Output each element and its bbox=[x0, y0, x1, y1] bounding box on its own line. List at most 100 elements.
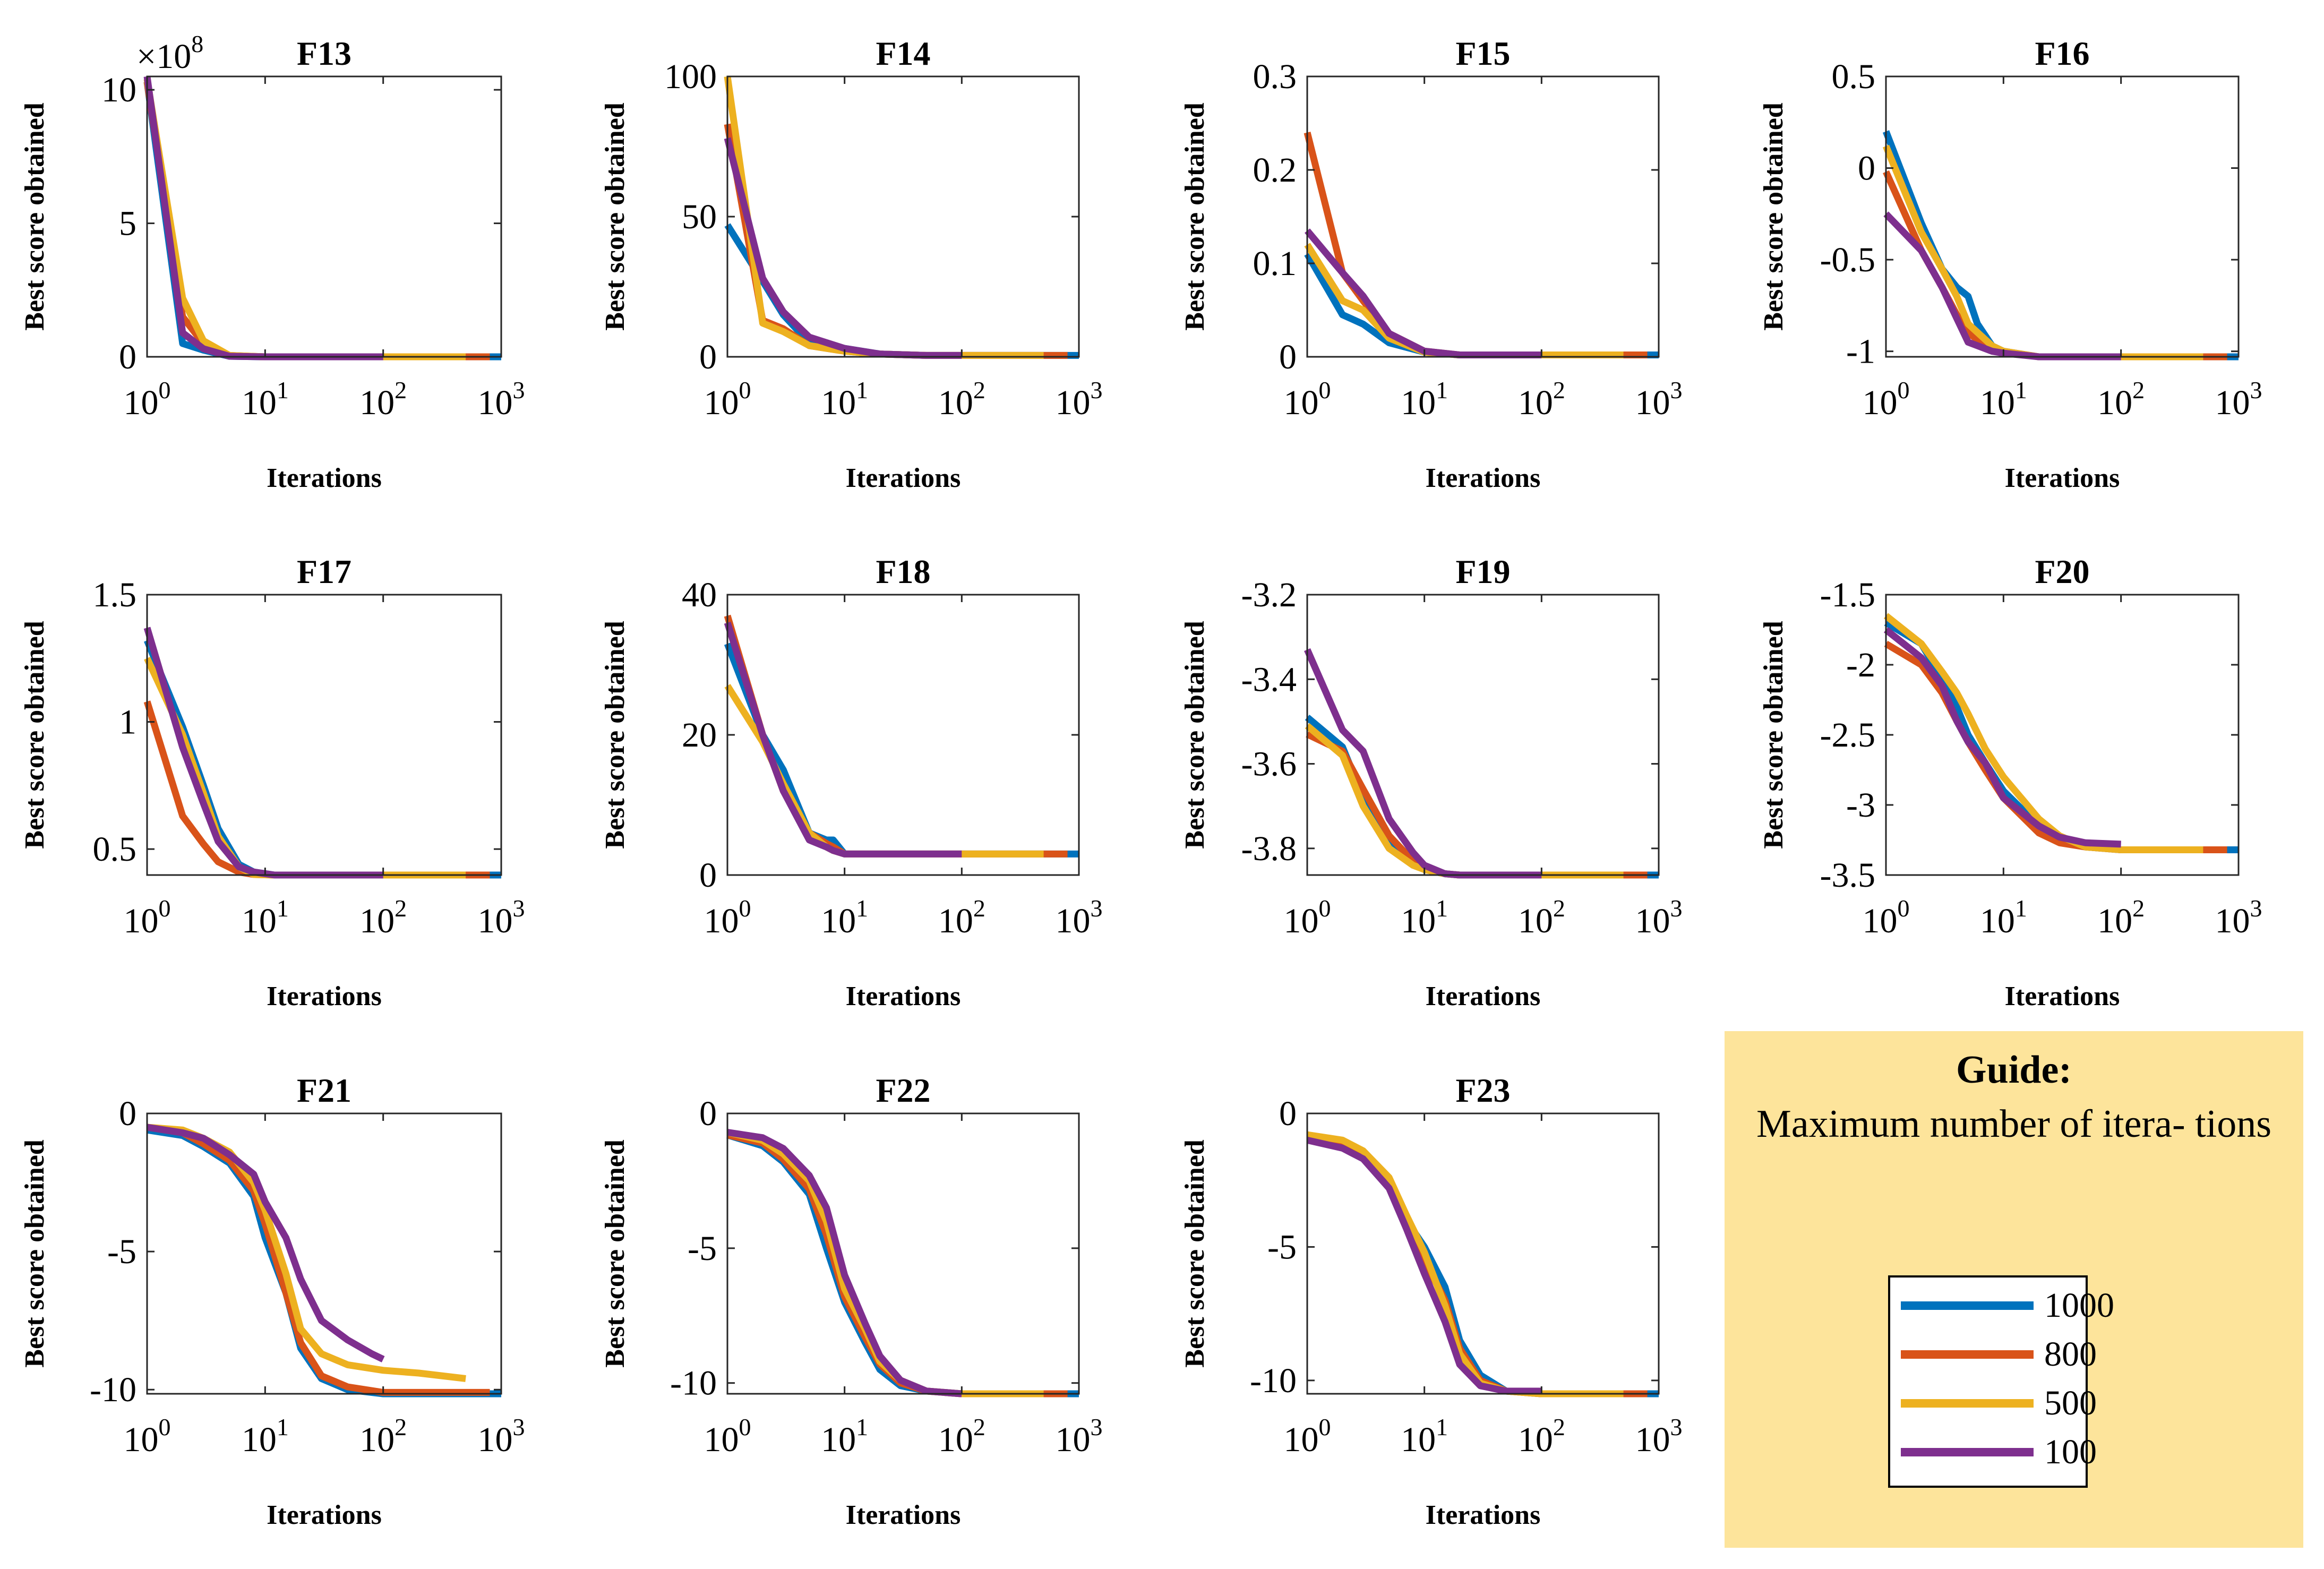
ytick-label-f19-m3p2: -3.2 bbox=[1241, 576, 1297, 614]
ytick-label-f16-0p5: 0.5 bbox=[1832, 57, 1876, 96]
chart-title-f19: F19 bbox=[1455, 553, 1510, 590]
series-line-1000-f23 bbox=[1306, 1131, 1659, 1397]
xtick-label-f18-0: 100 bbox=[704, 895, 751, 940]
ylabel-f18: Best score obtained bbox=[600, 621, 630, 849]
series-line-500-f22 bbox=[726, 1129, 1044, 1397]
xtick-label-f13-0: 100 bbox=[124, 376, 171, 422]
xtick-label-f16-1: 101 bbox=[1980, 376, 2027, 422]
legend-label-800: 800 bbox=[2044, 1335, 2097, 1374]
plot-area-f15 bbox=[1306, 75, 1660, 358]
panel-f19: -3.8 -3.6 -3.4 -3.2 100 101 102 103 F19 Iteration… bbox=[1180, 553, 1683, 1011]
series-line-100-f22 bbox=[727, 1129, 962, 1397]
series-line-1000-f14 bbox=[724, 223, 1079, 359]
xlabel-f23: Iterations bbox=[1426, 1500, 1541, 1530]
ytick-label-f18-40: 40 bbox=[682, 576, 717, 614]
ytick-label-f23-m5: -5 bbox=[1267, 1228, 1297, 1266]
series-line-500-f13 bbox=[143, 78, 466, 361]
series-line-1000-f18 bbox=[724, 642, 1079, 858]
ylabel-f17: Best score obtained bbox=[20, 621, 50, 849]
xtick-label-f15-0: 100 bbox=[1284, 376, 1331, 422]
guide-title: Guide: bbox=[1956, 1048, 2072, 1092]
ytick-label-f14-0: 0 bbox=[699, 338, 717, 376]
plot-area-f18 bbox=[726, 594, 1080, 876]
legend-item-800: 800 bbox=[1901, 1331, 2097, 1378]
panel-f13: 0 5 10 100 101 102 103 F13 Iterations Best score … bbox=[20, 30, 525, 493]
xlabel-f16: Iterations bbox=[2005, 463, 2120, 493]
ylabel-f23: Best score obtained bbox=[1180, 1139, 1210, 1368]
ytick-label-f19-m3p4: -3.4 bbox=[1241, 660, 1297, 699]
ytick-label-f16-0: 0 bbox=[1858, 149, 1875, 188]
xlabel-f19: Iterations bbox=[1426, 981, 1541, 1011]
xtick-label-f15-2: 102 bbox=[1518, 376, 1565, 422]
xtick-label-f14-3: 103 bbox=[1056, 376, 1103, 422]
series-line-500-f21 bbox=[147, 1124, 466, 1382]
xtick-label-f14-1: 101 bbox=[821, 376, 868, 422]
ytick-label-f14-50: 50 bbox=[682, 198, 717, 236]
series-line-100-f16 bbox=[1883, 211, 2121, 361]
xtick-label-f17-2: 102 bbox=[359, 895, 407, 940]
panel-f15: 0 0.1 0.2 0.3 100 101 102 103 F15 Iterations Best … bbox=[1180, 35, 1683, 493]
legend-label-100: 100 bbox=[2044, 1433, 2097, 1471]
ytick-label-f20-m2: -2 bbox=[1846, 646, 1875, 684]
ytick-label-f20-m2p5: -2.5 bbox=[1820, 716, 1875, 755]
xlabel-f20: Iterations bbox=[2005, 981, 2120, 1011]
ytick-label-f13-10: 10 bbox=[101, 71, 136, 109]
ytick-label-f17-1: 1 bbox=[119, 703, 136, 742]
ytick-label-f20-m1p5: -1.5 bbox=[1820, 576, 1875, 614]
series-line-800-f14 bbox=[724, 123, 1068, 359]
chart-title-f20: F20 bbox=[2035, 553, 2089, 590]
xlabel-f18: Iterations bbox=[846, 981, 961, 1011]
xtick-label-f20-0: 100 bbox=[1863, 895, 1910, 940]
ylabel-f22: Best score obtained bbox=[600, 1139, 630, 1368]
ytick-label-f15-0: 0 bbox=[1279, 338, 1297, 376]
legend-swatch-1000 bbox=[1901, 1301, 2034, 1310]
xtick-label-f13-2: 102 bbox=[359, 376, 407, 422]
ytick-label-f13-0: 0 bbox=[119, 338, 136, 376]
xtick-label-f14-2: 102 bbox=[938, 376, 985, 422]
xtick-label-f17-1: 101 bbox=[242, 895, 289, 940]
panel-f20: -3.5 -3 -2.5 -2 -1.5 100 101 102 103 F20 Iteration… bbox=[1759, 553, 2262, 1011]
xlabel-f14: Iterations bbox=[846, 463, 961, 493]
plot-area-f19 bbox=[1306, 594, 1660, 876]
ylabel-f13: Best score obtained bbox=[20, 102, 50, 331]
ytick-label-f14-100: 100 bbox=[664, 57, 717, 96]
xlabel-f22: Iterations bbox=[846, 1500, 961, 1530]
xtick-label-f14-0: 100 bbox=[704, 376, 751, 422]
chart-title-f22: F22 bbox=[876, 1071, 930, 1109]
legend-swatch-100 bbox=[1901, 1448, 2034, 1456]
chart-title-f14: F14 bbox=[876, 35, 930, 72]
series-line-1000-f22 bbox=[726, 1131, 1079, 1397]
xtick-label-f18-3: 103 bbox=[1056, 895, 1103, 940]
series-line-500-f17 bbox=[144, 657, 466, 879]
ytick-label-f22-m10: -10 bbox=[670, 1364, 717, 1403]
legend-label-500: 500 bbox=[2044, 1384, 2097, 1422]
legend-item-100: 100 bbox=[1901, 1428, 2097, 1476]
xtick-label-f16-0: 100 bbox=[1863, 376, 1910, 422]
series-line-800-f23 bbox=[1306, 1134, 1648, 1397]
series-line-100-f18 bbox=[724, 621, 962, 858]
axis-multiplier-f13: ×108 bbox=[136, 30, 203, 76]
ytick-label-f21-m10: -10 bbox=[90, 1370, 136, 1409]
ytick-label-f21-0: 0 bbox=[119, 1094, 136, 1133]
series-line-100-f15 bbox=[1305, 228, 1542, 358]
xtick-label-f22-1: 101 bbox=[821, 1413, 868, 1459]
panel-f18: 0 20 40 100 101 102 103 F18 Iterations Best score… bbox=[600, 553, 1103, 1011]
xtick-label-f21-1: 101 bbox=[242, 1413, 289, 1459]
xtick-label-f19-1: 101 bbox=[1401, 895, 1448, 940]
plot-area-f16 bbox=[1885, 75, 2240, 358]
ytick-label-f15-0p2: 0.2 bbox=[1253, 151, 1297, 190]
plot-area-f22 bbox=[726, 1112, 1080, 1395]
ylabel-f21: Best score obtained bbox=[20, 1139, 50, 1368]
panel-f14: 0 50 100 100 101 102 103 F14 Iterations Best scor… bbox=[600, 35, 1103, 493]
xtick-label-f19-3: 103 bbox=[1635, 895, 1683, 940]
xtick-label-f19-2: 102 bbox=[1518, 895, 1565, 940]
xlabel-f15: Iterations bbox=[1426, 463, 1541, 493]
xtick-label-f15-3: 103 bbox=[1635, 376, 1683, 422]
plot-area-f21 bbox=[146, 1112, 502, 1395]
panel-f21: -10 -5 0 100 101 102 103 F21 Iterations Best scor… bbox=[20, 1071, 525, 1530]
ylabel-f20: Best score obtained bbox=[1759, 621, 1789, 849]
legend-item-500: 500 bbox=[1901, 1379, 2097, 1427]
ytick-label-f18-0: 0 bbox=[699, 856, 717, 895]
ytick-label-f23-0: 0 bbox=[1279, 1094, 1297, 1133]
plot-area-f20 bbox=[1885, 594, 2240, 876]
